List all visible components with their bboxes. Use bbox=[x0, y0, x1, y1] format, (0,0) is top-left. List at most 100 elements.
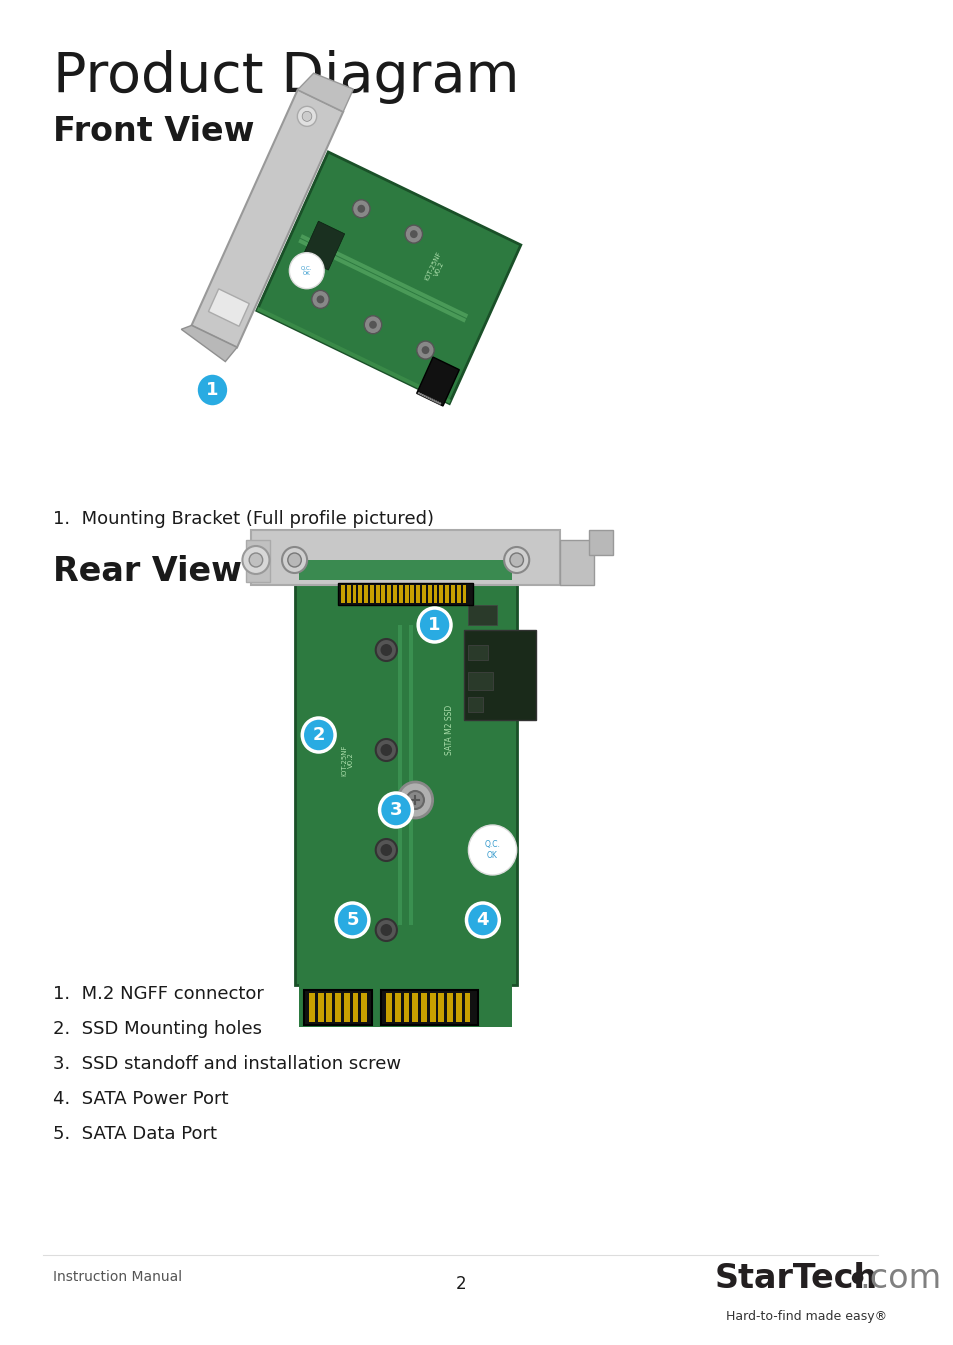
Circle shape bbox=[375, 919, 396, 942]
Text: IOT-25NF
V0.2: IOT-25NF V0.2 bbox=[341, 744, 354, 776]
FancyBboxPatch shape bbox=[304, 990, 372, 1025]
Circle shape bbox=[421, 346, 429, 354]
FancyBboxPatch shape bbox=[387, 585, 391, 603]
Text: Q.C.
OK: Q.C. OK bbox=[484, 839, 500, 859]
Circle shape bbox=[419, 393, 421, 395]
FancyBboxPatch shape bbox=[410, 585, 414, 603]
Circle shape bbox=[416, 342, 434, 359]
Circle shape bbox=[468, 824, 517, 876]
FancyBboxPatch shape bbox=[412, 993, 417, 1022]
FancyBboxPatch shape bbox=[404, 585, 408, 603]
FancyBboxPatch shape bbox=[386, 993, 392, 1022]
FancyBboxPatch shape bbox=[451, 585, 455, 603]
FancyBboxPatch shape bbox=[421, 585, 425, 603]
FancyBboxPatch shape bbox=[335, 993, 340, 1022]
Text: Rear View: Rear View bbox=[53, 555, 242, 588]
FancyBboxPatch shape bbox=[445, 585, 449, 603]
Text: 1.  M.2 NGFF connector: 1. M.2 NGFF connector bbox=[53, 985, 264, 1003]
Polygon shape bbox=[298, 238, 466, 323]
FancyBboxPatch shape bbox=[299, 560, 512, 580]
Circle shape bbox=[364, 316, 381, 334]
FancyBboxPatch shape bbox=[381, 990, 477, 1025]
FancyBboxPatch shape bbox=[353, 585, 356, 603]
FancyBboxPatch shape bbox=[462, 585, 466, 603]
FancyBboxPatch shape bbox=[358, 585, 362, 603]
Polygon shape bbox=[246, 539, 270, 582]
FancyBboxPatch shape bbox=[434, 585, 437, 603]
Polygon shape bbox=[589, 530, 613, 555]
Text: 1.  Mounting Bracket (Full profile pictured): 1. Mounting Bracket (Full profile pictur… bbox=[53, 510, 434, 529]
Circle shape bbox=[433, 399, 435, 402]
Polygon shape bbox=[256, 307, 451, 404]
Circle shape bbox=[316, 296, 324, 304]
Circle shape bbox=[417, 391, 419, 394]
Polygon shape bbox=[256, 152, 520, 404]
FancyBboxPatch shape bbox=[398, 585, 402, 603]
Circle shape bbox=[288, 553, 301, 568]
FancyBboxPatch shape bbox=[299, 982, 512, 1028]
FancyBboxPatch shape bbox=[346, 585, 350, 603]
Text: StarTech: StarTech bbox=[714, 1262, 877, 1295]
FancyBboxPatch shape bbox=[337, 582, 473, 605]
FancyBboxPatch shape bbox=[393, 585, 396, 603]
Polygon shape bbox=[209, 289, 249, 327]
FancyBboxPatch shape bbox=[343, 993, 349, 1022]
Text: Front View: Front View bbox=[53, 116, 254, 148]
FancyBboxPatch shape bbox=[326, 993, 332, 1022]
Circle shape bbox=[380, 644, 392, 656]
Circle shape bbox=[431, 398, 433, 401]
Text: 5.  SATA Data Port: 5. SATA Data Port bbox=[53, 1124, 217, 1143]
Circle shape bbox=[436, 401, 438, 404]
Polygon shape bbox=[192, 90, 343, 347]
Circle shape bbox=[380, 845, 392, 855]
Circle shape bbox=[851, 1272, 862, 1284]
Circle shape bbox=[353, 200, 370, 218]
FancyBboxPatch shape bbox=[364, 585, 368, 603]
Text: Hard-to-find made easy®: Hard-to-find made easy® bbox=[725, 1310, 886, 1323]
FancyBboxPatch shape bbox=[420, 993, 426, 1022]
Polygon shape bbox=[416, 356, 458, 406]
Circle shape bbox=[314, 278, 320, 285]
Circle shape bbox=[406, 791, 423, 808]
FancyBboxPatch shape bbox=[468, 672, 492, 690]
Circle shape bbox=[302, 112, 312, 121]
FancyBboxPatch shape bbox=[427, 585, 432, 603]
Circle shape bbox=[242, 546, 269, 574]
Circle shape bbox=[306, 274, 312, 280]
FancyBboxPatch shape bbox=[416, 585, 419, 603]
Text: IOT-25NF
V0.2: IOT-25NF V0.2 bbox=[423, 250, 448, 284]
FancyBboxPatch shape bbox=[340, 585, 344, 603]
Polygon shape bbox=[302, 221, 344, 270]
Circle shape bbox=[379, 794, 412, 827]
Circle shape bbox=[380, 924, 392, 936]
Circle shape bbox=[297, 106, 316, 126]
Text: Q.C.
OK: Q.C. OK bbox=[301, 265, 313, 276]
Circle shape bbox=[335, 902, 369, 937]
Circle shape bbox=[427, 397, 429, 399]
Circle shape bbox=[425, 395, 427, 398]
Text: .com: .com bbox=[859, 1262, 941, 1295]
Text: Instruction Manual: Instruction Manual bbox=[53, 1270, 182, 1284]
Text: 5: 5 bbox=[346, 911, 358, 929]
FancyBboxPatch shape bbox=[397, 625, 401, 925]
FancyBboxPatch shape bbox=[468, 646, 487, 660]
FancyBboxPatch shape bbox=[464, 993, 470, 1022]
FancyBboxPatch shape bbox=[309, 993, 314, 1022]
Circle shape bbox=[249, 553, 262, 568]
FancyBboxPatch shape bbox=[375, 585, 379, 603]
Text: 3: 3 bbox=[390, 802, 402, 819]
Circle shape bbox=[421, 394, 423, 397]
Circle shape bbox=[369, 320, 376, 328]
Circle shape bbox=[302, 718, 335, 752]
Circle shape bbox=[410, 230, 417, 238]
FancyBboxPatch shape bbox=[429, 993, 436, 1022]
Circle shape bbox=[380, 744, 392, 756]
Text: SATA M2 SSD: SATA M2 SSD bbox=[444, 705, 453, 755]
FancyBboxPatch shape bbox=[409, 625, 413, 925]
Circle shape bbox=[423, 395, 425, 397]
Text: Product Diagram: Product Diagram bbox=[53, 50, 519, 104]
Circle shape bbox=[375, 639, 396, 660]
Polygon shape bbox=[181, 325, 236, 362]
Circle shape bbox=[375, 738, 396, 761]
Circle shape bbox=[429, 398, 431, 399]
